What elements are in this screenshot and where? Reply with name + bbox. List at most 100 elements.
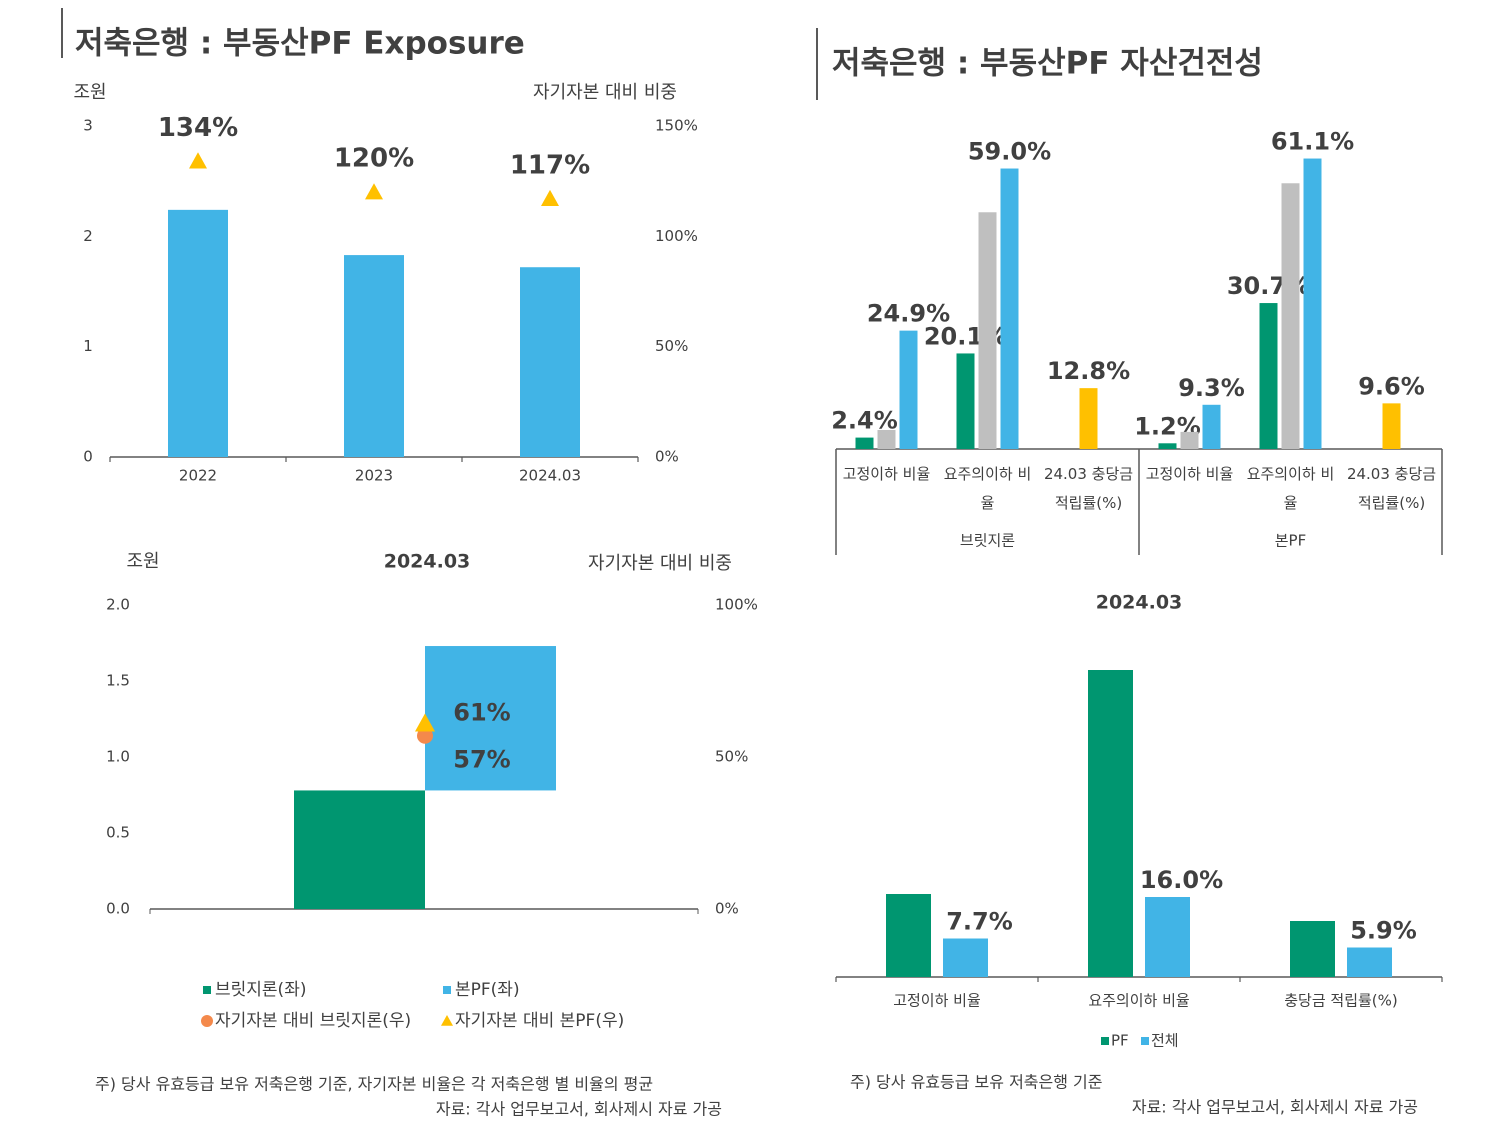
bar xyxy=(520,267,580,457)
x-tick-label: 요주의이하 비율 xyxy=(1246,465,1335,512)
x-tick-label: 충당금 적립률(%) xyxy=(1284,992,1398,1010)
value-label: 61% xyxy=(453,699,510,727)
marker xyxy=(189,152,207,169)
y2-axis-label: 자기자본 대비 비중 xyxy=(533,82,677,103)
value-label: 12.8% xyxy=(1047,357,1130,385)
legend-label: PF xyxy=(1111,1032,1129,1050)
bar xyxy=(899,330,918,449)
legend-label: 자기자본 대비 본PF(우) xyxy=(455,1011,624,1031)
bar xyxy=(1079,388,1098,449)
bar xyxy=(1281,183,1300,449)
bar xyxy=(344,255,404,457)
y-axis-label: 조원 xyxy=(73,82,106,103)
bar xyxy=(855,437,874,449)
bar xyxy=(1290,921,1335,977)
source: 자료: 각사 업무보고서, 회사제시 자료 가공 xyxy=(1132,1098,1418,1117)
source: 자료: 각사 업무보고서, 회사제시 자료 가공 xyxy=(436,1100,722,1119)
footnote: 주) 당사 유효등급 보유 저축은행 기준, 자기자본 비율은 각 저축은행 별… xyxy=(95,1075,653,1094)
y2-tick-label: 100% xyxy=(655,227,698,245)
legend-swatch xyxy=(1101,1037,1109,1045)
legend-swatch xyxy=(203,986,211,994)
x-tick-label: 고정이하 비율 xyxy=(842,465,931,483)
bar xyxy=(294,790,425,909)
bar xyxy=(943,938,988,977)
y-tick-label: 0.0 xyxy=(106,900,130,918)
value-label: 9.6% xyxy=(1358,372,1425,400)
group-label: 본PF xyxy=(1275,532,1306,550)
x-tick-label: 고정이하 비율 xyxy=(893,992,981,1010)
marker xyxy=(541,189,559,207)
bar xyxy=(1347,947,1392,977)
bar xyxy=(1088,670,1133,977)
bar xyxy=(1202,404,1221,449)
value-label: 120% xyxy=(334,144,414,174)
bar xyxy=(1158,443,1177,449)
y2-tick-label: 0% xyxy=(655,448,679,466)
legend-swatch xyxy=(443,986,451,994)
bar xyxy=(956,353,975,449)
value-label: 2.4% xyxy=(831,407,898,435)
section-title: 저축은행 : 부동산PF 자산건전성 xyxy=(832,46,1263,82)
bar xyxy=(1259,303,1278,449)
legend-swatch xyxy=(441,1015,453,1026)
value-label: 9.3% xyxy=(1178,374,1245,402)
value-label: 16.0% xyxy=(1140,866,1223,894)
bar xyxy=(877,429,896,449)
y2-tick-label: 50% xyxy=(715,748,748,766)
y-tick-label: 0.5 xyxy=(106,824,130,842)
y2-tick-label: 100% xyxy=(715,596,758,614)
legend-label: 브릿지론(좌) xyxy=(215,980,306,1000)
value-label: 57% xyxy=(453,746,510,774)
x-tick-label: 고정이하 비율 xyxy=(1145,465,1234,483)
value-label: 24.9% xyxy=(867,300,950,328)
legend-label: 본PF(좌) xyxy=(455,980,520,1000)
value-label: 61.1% xyxy=(1271,128,1354,156)
bar xyxy=(168,209,228,457)
legend-swatch xyxy=(201,1015,213,1027)
bar xyxy=(978,212,997,449)
x-tick-label: 2023 xyxy=(355,467,393,485)
y2-tick-label: 0% xyxy=(715,900,739,918)
bar xyxy=(1180,431,1199,449)
y-tick-label: 2 xyxy=(83,227,93,245)
x-tick-label: 24.03 충당금 적립률(%) xyxy=(1346,465,1437,512)
value-label: 59.0% xyxy=(968,138,1051,166)
value-label: 5.9% xyxy=(1350,917,1417,945)
bar xyxy=(886,894,931,977)
value-label: 134% xyxy=(158,113,238,143)
marker xyxy=(365,183,383,200)
bar xyxy=(1145,897,1190,977)
chart-title: 2024.03 xyxy=(384,551,471,573)
x-tick-label: 2024.03 xyxy=(519,467,581,485)
x-tick-label: 24.03 충당금 적립률(%) xyxy=(1043,465,1134,512)
y-tick-label: 0 xyxy=(83,448,93,466)
y-tick-label: 3 xyxy=(83,117,93,135)
y2-tick-label: 50% xyxy=(655,337,688,355)
y-axis-label: 조원 xyxy=(126,551,159,572)
value-label: 117% xyxy=(510,150,590,180)
y-tick-label: 2.0 xyxy=(106,596,130,614)
chart-title: 2024.03 xyxy=(1096,592,1183,614)
y2-tick-label: 150% xyxy=(655,117,698,135)
y-tick-label: 1 xyxy=(83,337,93,355)
group-label: 브릿지론 xyxy=(960,532,1015,550)
x-tick-label: 요주의이하 비율 xyxy=(1088,992,1189,1010)
value-label: 7.7% xyxy=(946,908,1013,936)
bar xyxy=(1382,403,1401,449)
legend-swatch xyxy=(1141,1037,1149,1045)
y2-axis-label: 자기자본 대비 비중 xyxy=(588,553,732,574)
bar xyxy=(1303,158,1322,450)
y-tick-label: 1.0 xyxy=(106,748,130,766)
legend-label: 전체 xyxy=(1151,1032,1179,1050)
marker xyxy=(417,727,433,744)
marker xyxy=(415,713,435,732)
x-tick-label: 2022 xyxy=(179,467,217,485)
footnote: 주) 당사 유효등급 보유 저축은행 기준 xyxy=(850,1073,1102,1092)
bar xyxy=(425,646,556,791)
bar xyxy=(1000,168,1019,449)
y-tick-label: 1.5 xyxy=(106,672,130,690)
section-title: 저축은행 : 부동산PF Exposure xyxy=(75,26,525,62)
legend-label: 자기자본 대비 브릿지론(우) xyxy=(215,1011,411,1031)
